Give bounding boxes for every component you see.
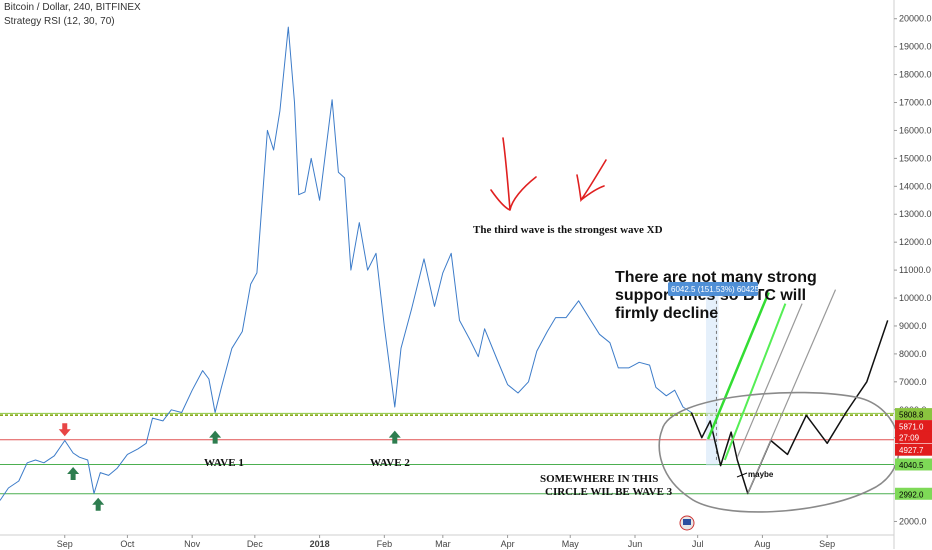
x-tick-label: Dec bbox=[247, 539, 264, 549]
x-tick-label: Nov bbox=[184, 539, 201, 549]
y-tick-label: 19000.0 bbox=[899, 42, 932, 52]
y-tick-label: 9000.0 bbox=[899, 321, 927, 331]
price-tag-bg bbox=[895, 487, 932, 500]
measure-label-bg bbox=[668, 282, 758, 296]
red-scribble bbox=[490, 137, 537, 211]
price-tag-label: 4040.5 bbox=[899, 461, 924, 470]
price-tag-label: 2992.0 bbox=[899, 490, 924, 499]
event-flag-icon bbox=[683, 519, 691, 525]
chart-title: Bitcoin / Dollar, 240, BITFINEX bbox=[4, 2, 141, 13]
annotation-wave-2: WAVE 2 bbox=[370, 457, 410, 469]
price-line bbox=[0, 26, 692, 501]
annotation-circle-2: CIRCLE WIL BE WAVE 3 bbox=[545, 486, 673, 498]
y-tick-label: 18000.0 bbox=[899, 70, 932, 80]
y-tick-label: 12000.0 bbox=[899, 237, 932, 247]
strategy-label: Strategy RSI (12, 30, 70) bbox=[4, 16, 115, 27]
sell-arrow-icon bbox=[58, 423, 71, 437]
y-tick-label: 17000.0 bbox=[899, 98, 932, 108]
buy-arrow-icon bbox=[209, 430, 222, 444]
x-tick-label: May bbox=[562, 539, 580, 549]
x-tick-label: Mar bbox=[435, 539, 451, 549]
maybe-pointer bbox=[736, 472, 748, 478]
green-trend-line bbox=[706, 291, 770, 440]
red-scribble bbox=[576, 159, 607, 203]
x-tick-label: Oct bbox=[120, 539, 135, 549]
countdown-tag-bg bbox=[895, 431, 932, 444]
gray-trend-line bbox=[747, 289, 837, 494]
price-axis-bg bbox=[894, 0, 932, 550]
annotation-support-3: firmly decline bbox=[615, 305, 718, 322]
price-tag-label: 5808.8 bbox=[899, 411, 924, 420]
annotation-third-wave: The third wave is the strongest wave XD bbox=[473, 224, 663, 236]
gray-trend-line bbox=[736, 303, 803, 458]
y-tick-label: 13000.0 bbox=[899, 209, 932, 219]
annotation-circle-1: SOMEWHERE IN THIS bbox=[540, 473, 658, 485]
x-tick-label: Sep bbox=[819, 539, 835, 549]
buy-arrow-icon bbox=[92, 497, 105, 511]
annotation-support-1: There are not many strong bbox=[615, 269, 817, 286]
price-tag-bg bbox=[895, 420, 932, 433]
buy-arrow-icon bbox=[388, 430, 401, 444]
price-tag-label: 5871.0 bbox=[899, 423, 924, 432]
y-tick-label: 15000.0 bbox=[899, 153, 932, 163]
y-tick-label: 11000.0 bbox=[899, 265, 931, 275]
x-tick-label: Sep bbox=[57, 539, 73, 549]
annotation-wave-1: WAVE 1 bbox=[204, 457, 244, 469]
y-tick-label: 7000.0 bbox=[899, 377, 927, 387]
x-tick-label: 2018 bbox=[310, 539, 330, 549]
y-tick-label: 20000.0 bbox=[899, 14, 932, 24]
price-tag-label: 4927.7 bbox=[899, 446, 924, 455]
green-trend-line bbox=[723, 303, 787, 461]
y-tick-label: 16000.0 bbox=[899, 125, 932, 135]
annotation-maybe: maybe bbox=[748, 470, 774, 479]
price-tag-bg bbox=[895, 408, 932, 421]
y-tick-label: 10000.0 bbox=[899, 293, 932, 303]
price-tag-bg bbox=[895, 443, 932, 456]
x-tick-label: Aug bbox=[754, 539, 770, 549]
y-tick-label: 14000.0 bbox=[899, 181, 932, 191]
measure-label: 6042.5 (151.53%) 60425 bbox=[671, 285, 760, 294]
x-tick-label: Jul bbox=[692, 539, 704, 549]
x-tick-label: Jun bbox=[628, 539, 643, 549]
countdown-tag-label: 27:09 bbox=[899, 434, 920, 443]
buy-arrow-icon bbox=[67, 466, 80, 480]
y-tick-label: 8000.0 bbox=[899, 349, 927, 359]
x-tick-label: Feb bbox=[377, 539, 393, 549]
x-tick-label: Apr bbox=[501, 539, 515, 549]
y-tick-label: 2000.0 bbox=[899, 516, 927, 526]
wave3-circle bbox=[658, 391, 900, 513]
price-tag-bg bbox=[895, 458, 932, 471]
